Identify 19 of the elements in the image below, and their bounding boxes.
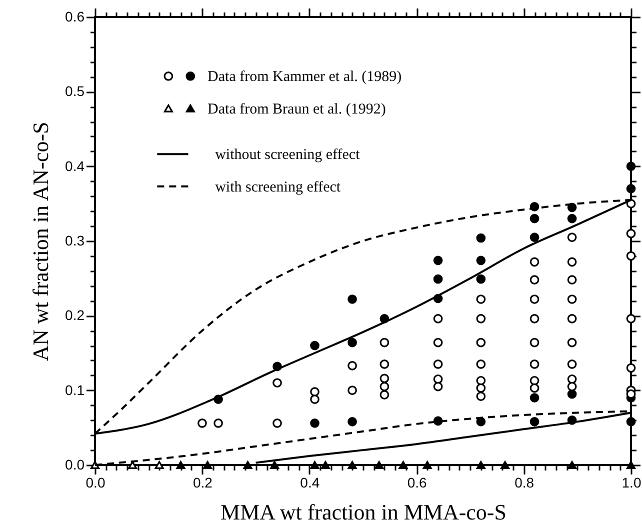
y-tick-label: 0.1	[65, 382, 85, 398]
y-tick-label: 0.5	[65, 83, 85, 100]
x-tick-label: 0.4	[300, 474, 320, 490]
legend-label: Data from Kammer et al. (1989)	[208, 69, 402, 86]
legend-label: Data from Braun et al. (1992)	[208, 101, 386, 118]
y-axis-title: AN wt fraction in AN-co-S	[28, 122, 54, 362]
x-tick-label: 0.8	[514, 474, 534, 490]
x-axis-title: MMA wt fraction in MMA-co-S	[220, 500, 506, 524]
y-tick-label: 0.4	[65, 158, 85, 174]
x-tick-label: 0.0	[86, 474, 106, 490]
legend-label: with screening effect	[215, 179, 342, 196]
y-tick-label: 0.2	[65, 307, 85, 324]
legend-label: without screening effect	[215, 147, 361, 164]
x-tick-label: 1.0	[622, 474, 642, 490]
x-tick-label: 0.2	[192, 474, 213, 490]
y-tick-label: 0.3	[65, 232, 85, 248]
y-tick-label: 0.0	[65, 456, 85, 472]
x-tick-label: 0.6	[407, 474, 428, 490]
y-tick-label: 0.6	[65, 8, 85, 24]
